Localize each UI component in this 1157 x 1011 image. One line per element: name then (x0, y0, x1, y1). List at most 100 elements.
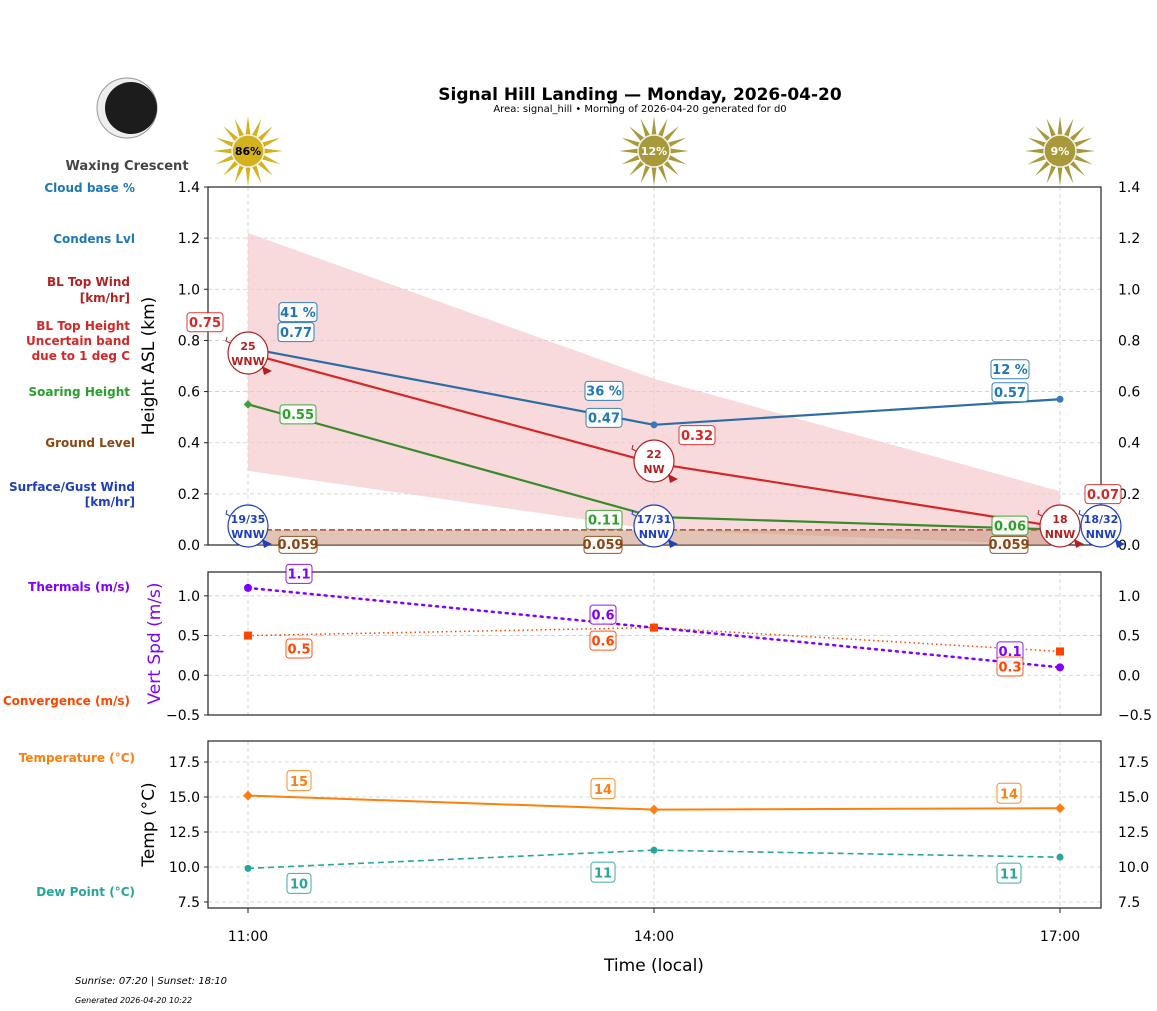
legend-bl-wind: BL Top Wind (47, 275, 130, 289)
ground-level-label: 0.059 (582, 538, 623, 553)
bl-height-label: 0.75 (189, 316, 221, 331)
soaring-label: 0.11 (588, 514, 620, 529)
condens-label: 0.47 (588, 412, 620, 427)
plot-area: 0.0 0.0 0.2 0.2 0.4 0.4 0.6 0.6 0.8 0.8 1.0 1.0 1.2 1… (139, 116, 1152, 976)
y-tick-label: 1.0 (178, 589, 200, 605)
y-tick-label-right: 0.6 (1118, 385, 1140, 401)
condens-label-box (585, 407, 623, 428)
bl-wind-marker: 22 NW (631, 439, 678, 483)
y-tick-label: 7.5 (178, 895, 200, 911)
bl-wind-marker: 18 NNW (1037, 504, 1084, 548)
convergence-label: 0.6 (591, 634, 614, 649)
ground-level-label: 0.059 (277, 538, 318, 553)
bl-height-label: 0.07 (1087, 488, 1119, 503)
wind-barb-icon (631, 444, 637, 452)
y-tick-label-right: 1.2 (1118, 231, 1140, 247)
ground-level-label-box (989, 535, 1029, 554)
wind-arrow-icon (1115, 539, 1125, 548)
y-axis-label: Height ASL (km) (139, 297, 159, 436)
wind-barb-icon (1037, 509, 1043, 517)
y-tick-label-right: 0.0 (1118, 668, 1140, 684)
soaring-label-box (585, 509, 623, 530)
moon-icon (96, 77, 158, 139)
sun-times: Sunrise: 07:20 | Sunset: 18:10 (75, 976, 227, 987)
cloud-percent-label-box (990, 359, 1030, 380)
wind-speed: 25 (240, 340, 255, 353)
legend-ground: Ground Level (45, 436, 135, 450)
sun-disc (231, 134, 265, 168)
plot-frame (207, 740, 1102, 909)
generated-time: Generated 2026-04-20 10:22 (75, 996, 192, 1005)
chart-title: Signal Hill Landing — Monday, 2026-04-20 (438, 85, 842, 105)
dewpoint-label: 11 (594, 866, 612, 881)
y-tick-label-right: 7.5 (1118, 895, 1140, 911)
wind-barb-icon (225, 336, 231, 344)
y-tick-label-right: 1.0 (1118, 589, 1140, 605)
x-tick-label: 17:00 (1040, 929, 1080, 945)
legend-surface-wind: Surface/Gust Wind (9, 480, 135, 494)
wind-arrow-icon (668, 474, 678, 483)
cloud-percent-label: 41 % (280, 306, 316, 321)
wind-circle (1080, 504, 1122, 548)
wind-barb-icon (1078, 509, 1084, 517)
wind-speed: 18 (1052, 513, 1067, 526)
surface-wind-marker: 17/31 NNW (631, 504, 678, 548)
wind-direction: NNW (1045, 528, 1076, 541)
wind-direction: NW (643, 463, 664, 476)
y-tick-label: 0.0 (178, 668, 200, 684)
x-axis-label: Time (local) (603, 956, 704, 976)
cloud-percent-label-box (278, 302, 318, 323)
sun-percent-label: 12% (641, 145, 667, 158)
wind-speed: 19/35 (231, 513, 266, 526)
y-tick-label: 1.0 (178, 282, 200, 298)
dewpoint-label-box (996, 862, 1022, 884)
y-tick-label: 1.4 (178, 180, 200, 196)
ground-level-label-box (278, 535, 318, 554)
surface-wind-marker: 19/35 WNW (225, 504, 272, 548)
wind-barb-icon (631, 509, 637, 517)
condens-label-box (277, 322, 315, 343)
wind-barb-icon (225, 509, 231, 517)
moon-phase-label: Waxing Crescent (65, 159, 188, 174)
y-tick-label-right: −0.5 (1118, 708, 1152, 724)
wind-speed: 17/31 (637, 513, 672, 526)
thermal-label: 0.1 (998, 645, 1021, 660)
convergence-label: 0.3 (998, 660, 1021, 675)
soaring-point (243, 400, 253, 409)
plot-frame (207, 571, 1102, 716)
condens-label: 0.57 (994, 386, 1026, 401)
thermal-label-box (285, 563, 313, 584)
wind-arrow-icon (262, 366, 272, 375)
dewpoint-label-box (590, 861, 616, 883)
sun-percent-label: 9% (1051, 145, 1070, 158)
temperature-label-box (590, 778, 616, 800)
y-tick-label: −0.5 (166, 708, 200, 724)
thermal-point (1056, 663, 1064, 672)
x-tick-label: 14:00 (634, 929, 674, 945)
bl-height-label-box (1084, 484, 1122, 505)
wind-direction: NNW (639, 528, 670, 541)
convergence-label-box (285, 638, 313, 659)
surface-wind-marker: 18/32 NNW (1078, 504, 1125, 548)
y-tick-label: 15.0 (169, 790, 200, 806)
legend-condens: Condens Lvl (53, 232, 135, 246)
convergence-label: 0.5 (287, 642, 310, 657)
y-tick-label-right: 0.2 (1118, 487, 1140, 503)
y-tick-label-right: 0.5 (1118, 629, 1140, 645)
y-tick-label-right: 0.8 (1118, 333, 1140, 349)
temperature-point (649, 804, 659, 815)
convergence-point (650, 623, 658, 632)
y-tick-label-right: 10.0 (1118, 860, 1149, 876)
cloud-percent-label: 12 % (992, 363, 1028, 378)
y-tick-label: 0.4 (178, 436, 200, 452)
temperature-point (243, 790, 253, 801)
wind-speed: 22 (646, 448, 661, 461)
sun-disc (1043, 134, 1077, 168)
y-tick-label: 0.5 (178, 629, 200, 645)
condens-label-box (991, 382, 1029, 403)
wind-circle (1039, 504, 1081, 548)
y-tick-label-right: 0.4 (1118, 436, 1140, 452)
cloud-percent-label: 36 % (586, 385, 622, 400)
temperature-label-box (996, 782, 1022, 804)
